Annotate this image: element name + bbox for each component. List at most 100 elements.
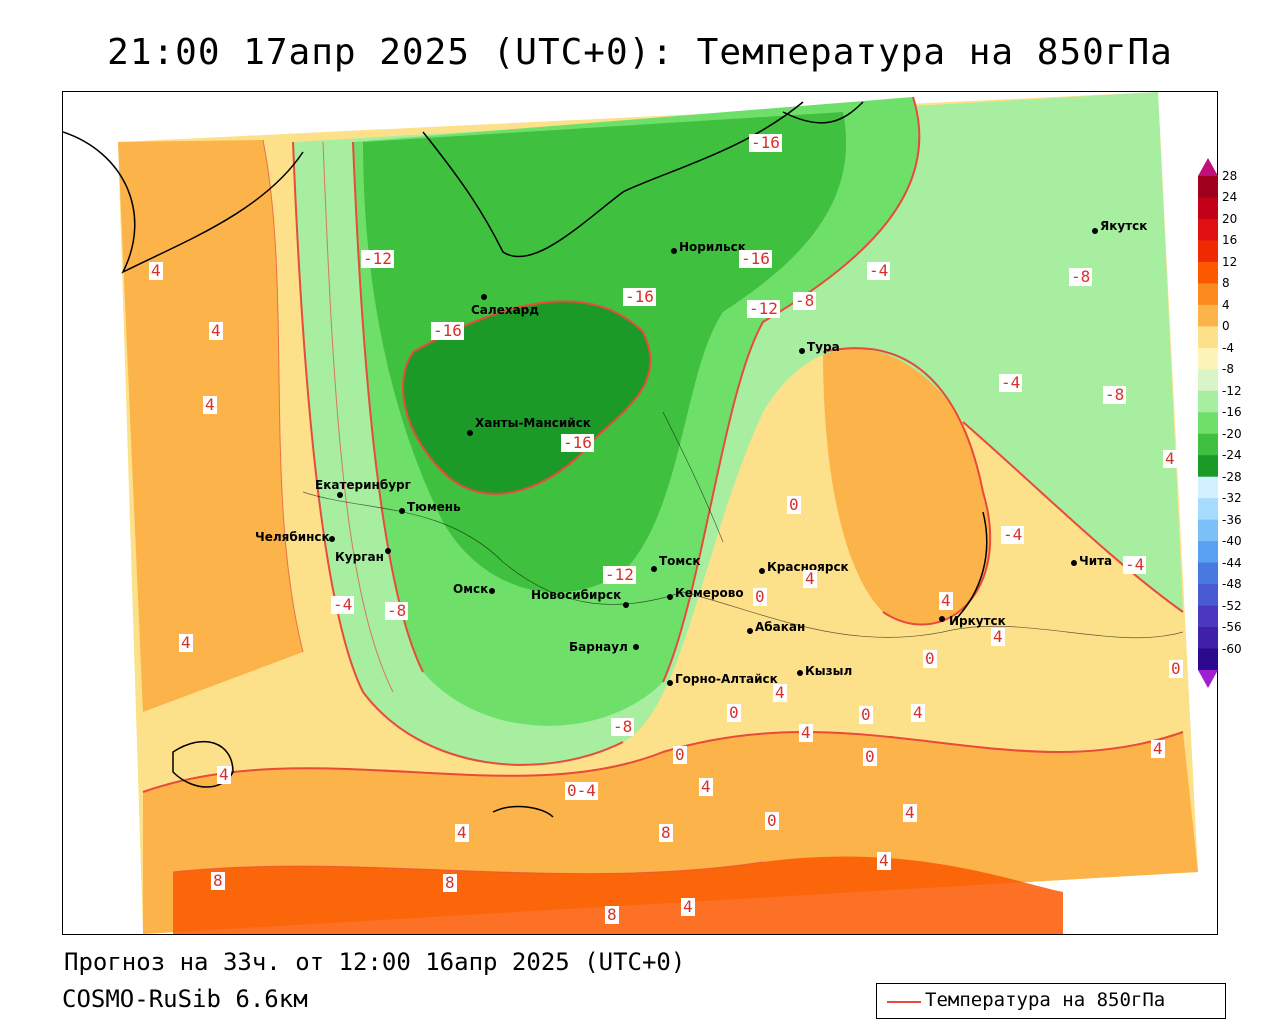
contour-label: 0	[863, 747, 877, 766]
map-canvas[interactable]: Якутск Норильск Салехард Тура Ханты-Манс…	[62, 91, 1218, 935]
colorbar-swatch	[1198, 283, 1218, 306]
colorbar-tick-label: -56	[1222, 620, 1242, 635]
colorbar-swatch	[1198, 541, 1218, 564]
colorbar-swatch	[1198, 390, 1218, 413]
city-label: Екатеринбург	[315, 478, 411, 492]
contour-label: 0-4	[565, 781, 598, 800]
colorbar-swatch	[1198, 261, 1218, 284]
contour-label: 8	[211, 871, 225, 890]
colorbar-tick-label: -4	[1222, 340, 1234, 355]
contour-label: -4	[1123, 555, 1147, 574]
city-dot	[667, 594, 673, 600]
colorbar-swatch	[1198, 433, 1218, 456]
colorbar-tick-label: 28	[1222, 169, 1238, 183]
contour-label: -16	[561, 433, 594, 452]
city-dot	[1071, 560, 1077, 566]
city-label: Горно-Алтайск	[675, 672, 778, 686]
colorbar-swatch	[1198, 627, 1218, 650]
colorbar-tick-label: 20	[1222, 211, 1238, 226]
contour-label: 4	[209, 321, 223, 340]
contour-label: -8	[1069, 267, 1093, 286]
contour-label: -16	[739, 249, 772, 268]
colorbar-swatch	[1198, 218, 1218, 241]
contour-label: -16	[623, 287, 656, 306]
contour-label: -12	[603, 565, 636, 584]
city-dot	[799, 348, 805, 354]
city-dot	[623, 602, 629, 608]
colorbar-tick-label: -16	[1222, 405, 1242, 420]
contour-label: 4	[681, 897, 695, 916]
contour-label: 8	[443, 873, 457, 892]
colorbar-tick-label: -40	[1222, 534, 1242, 549]
city-label: Иркутск	[949, 614, 1006, 628]
colorbar-swatch	[1198, 304, 1218, 327]
contour-label: 4	[149, 261, 163, 280]
city-label: Кемерово	[675, 586, 744, 600]
colorbar-swatch	[1198, 605, 1218, 628]
model-name: COSMO-RuSib 6.6км	[62, 985, 308, 1013]
colorbar-top-arrow	[1198, 158, 1218, 176]
contour-label: 4	[991, 627, 1005, 646]
contour-label: 4	[773, 683, 787, 702]
contour-label: -4	[1001, 525, 1025, 544]
contour-label: 0	[1169, 659, 1183, 678]
city-label: Ханты-Мансийск	[475, 416, 591, 430]
colorbar-tick-label: 24	[1222, 190, 1238, 205]
colorbar-tick-label: 4	[1222, 297, 1230, 312]
colorbar-tick-label: 12	[1222, 254, 1238, 269]
contour-label: 4	[903, 803, 917, 822]
contour-label: -8	[793, 291, 817, 310]
city-label: Барнаул	[569, 640, 628, 654]
contour-label: 4	[803, 569, 817, 588]
contour-label: -8	[611, 717, 635, 736]
contour-label: 4	[1151, 739, 1165, 758]
colorbar-swatch	[1198, 476, 1218, 499]
colorbar-tick-label: -36	[1222, 512, 1242, 527]
colorbar-tick-label: -60	[1222, 641, 1242, 656]
colorbar-swatch	[1198, 584, 1218, 607]
colorbar-tick-label: -48	[1222, 577, 1242, 592]
city-label: Тюмень	[407, 500, 461, 514]
city-label: Томск	[659, 554, 701, 568]
contour-label: 0	[727, 703, 741, 722]
city-label: Чита	[1079, 554, 1113, 568]
city-label: Кызыл	[805, 664, 853, 678]
colorbar-swatch	[1198, 347, 1218, 370]
contour-label: 0	[859, 705, 873, 724]
colorbar-swatch	[1198, 326, 1218, 349]
city-label: Норильск	[679, 240, 746, 254]
city-dot	[671, 248, 677, 254]
contour-label: -8	[385, 601, 409, 620]
city-label: Челябинск	[255, 530, 330, 544]
colorbar-tick-label: -28	[1222, 469, 1242, 484]
colorbar-bottom-arrow	[1198, 670, 1218, 688]
city-dot	[481, 294, 487, 300]
contour-label: -16	[431, 321, 464, 340]
colorbar-swatch	[1198, 197, 1218, 220]
contour-label: 4	[939, 591, 953, 610]
contour-label: 8	[605, 905, 619, 924]
colorbar-swatch	[1198, 562, 1218, 585]
contour-label: 0	[787, 495, 801, 514]
contour-label: -8	[1103, 385, 1127, 404]
city-dot	[651, 566, 657, 572]
contour-label: -12	[747, 299, 780, 318]
colorbar-swatch	[1198, 519, 1218, 542]
city-dot	[489, 588, 495, 594]
city-dot	[467, 430, 473, 436]
colorbar-swatch	[1198, 176, 1218, 198]
contour-label: 4	[799, 723, 813, 742]
city-label: Салехард	[471, 303, 539, 317]
map-title: 21:00 17апр 2025 (UTC+0): Температура на…	[107, 32, 1173, 73]
contour-label: 0	[923, 649, 937, 668]
city-dot	[399, 508, 405, 514]
colorbar-tick-label: 0	[1222, 319, 1230, 334]
contour-label: -4	[867, 261, 891, 280]
colorbar-tick-label: -24	[1222, 448, 1242, 463]
contour-label: -16	[749, 133, 782, 152]
warm-zone-east	[823, 348, 991, 625]
legend-line-swatch	[887, 1001, 921, 1003]
city-label: Красноярск	[767, 560, 849, 574]
colorbar-tick-label: -20	[1222, 426, 1242, 441]
contour-label: 4	[203, 395, 217, 414]
